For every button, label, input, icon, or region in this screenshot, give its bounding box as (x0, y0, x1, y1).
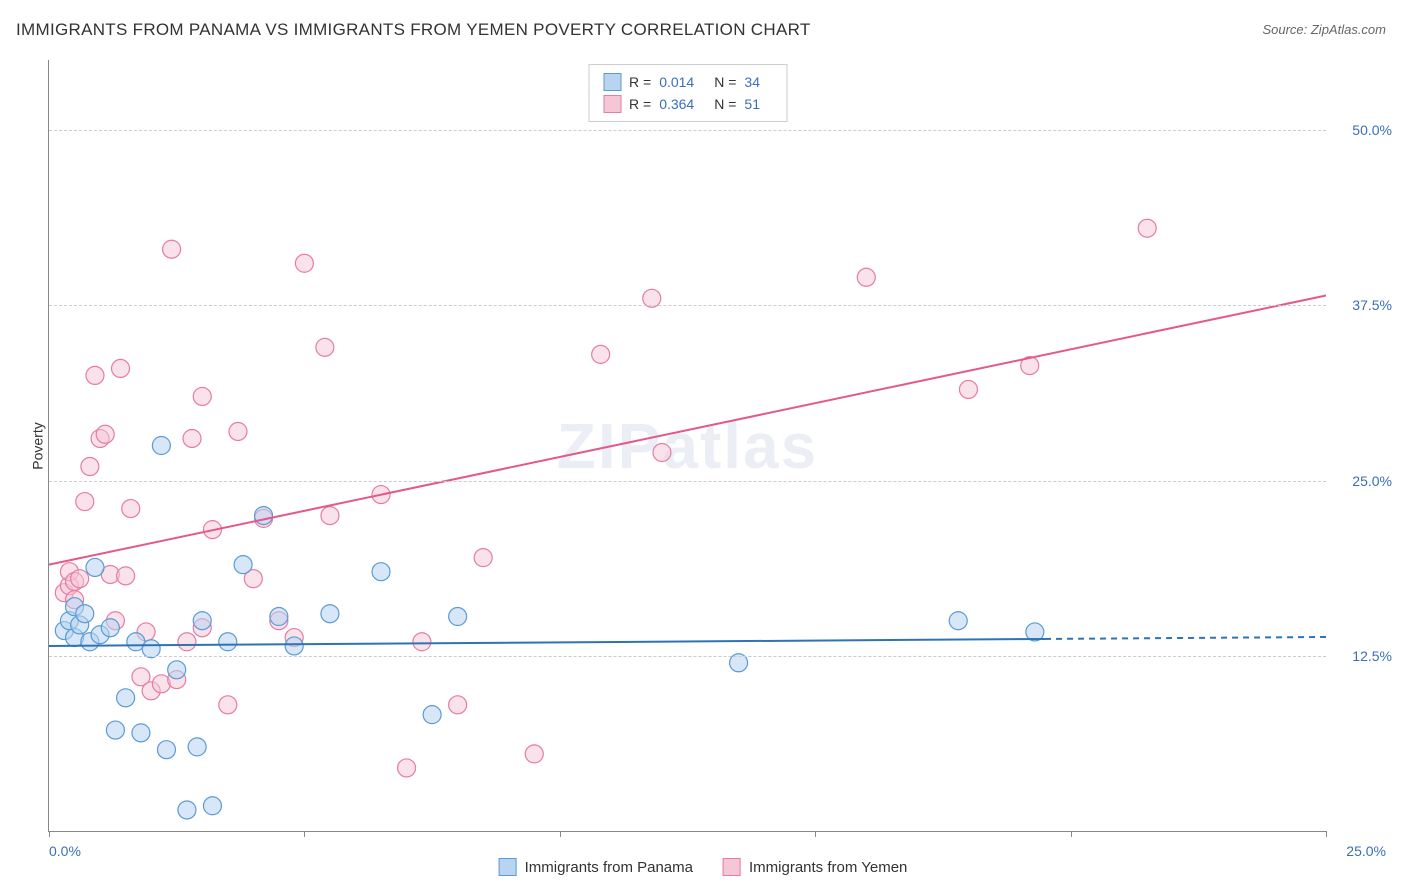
data-point (372, 563, 390, 581)
data-point (474, 549, 492, 567)
x-tick (1326, 831, 1327, 837)
legend-label-panama: Immigrants from Panama (525, 859, 693, 876)
data-point (101, 619, 119, 637)
y-tick-label: 50.0% (1352, 122, 1392, 138)
legend-item-panama: Immigrants from Panama (499, 858, 693, 876)
chart-title: IMMIGRANTS FROM PANAMA VS IMMIGRANTS FRO… (16, 20, 811, 40)
x-tick (1071, 831, 1072, 837)
n-label-panama: N = (714, 74, 736, 90)
data-point (96, 425, 114, 443)
scatter-plot-svg (49, 60, 1326, 831)
data-point (449, 696, 467, 714)
data-point (857, 268, 875, 286)
data-point (193, 387, 211, 405)
x-tick (560, 831, 561, 837)
data-point (653, 444, 671, 462)
r-label-panama: R = (629, 74, 651, 90)
data-point (178, 801, 196, 819)
r-value-yemen: 0.364 (659, 96, 694, 112)
n-value-panama: 34 (744, 74, 760, 90)
source-attribution: Source: ZipAtlas.com (1262, 22, 1386, 37)
data-point (132, 724, 150, 742)
data-point (76, 493, 94, 511)
r-label-yemen: R = (629, 96, 651, 112)
data-point (117, 689, 135, 707)
swatch-yemen (603, 95, 621, 113)
data-point (178, 633, 196, 651)
stats-row-yemen: R = 0.364 N = 51 (603, 93, 772, 115)
trendline (49, 639, 1045, 646)
data-point (316, 338, 334, 356)
data-point (449, 608, 467, 626)
data-point (168, 661, 186, 679)
data-point (321, 605, 339, 623)
data-point (255, 507, 273, 525)
data-point (152, 437, 170, 455)
x-tick (815, 831, 816, 837)
gridline (49, 130, 1326, 131)
series-legend: Immigrants from Panama Immigrants from Y… (499, 858, 908, 876)
data-point (321, 507, 339, 525)
data-point (76, 605, 94, 623)
data-point (122, 500, 140, 518)
legend-swatch-panama (499, 858, 517, 876)
gridline (49, 656, 1326, 657)
x-tick-label: 25.0% (1346, 843, 1386, 859)
y-axis-label: Poverty (30, 422, 46, 469)
y-tick-label: 12.5% (1352, 648, 1392, 664)
data-point (81, 458, 99, 476)
y-tick-label: 25.0% (1352, 473, 1392, 489)
n-label-yemen: N = (714, 96, 736, 112)
n-value-yemen: 51 (744, 96, 760, 112)
data-point (183, 429, 201, 447)
x-tick (304, 831, 305, 837)
gridline (49, 481, 1326, 482)
data-point (949, 612, 967, 630)
data-point (219, 696, 237, 714)
data-point (86, 558, 104, 576)
chart-plot-area: ZIPatlas R = 0.014 N = 34 R = 0.364 N = … (48, 60, 1326, 832)
data-point (234, 556, 252, 574)
data-point (112, 359, 130, 377)
gridline (49, 305, 1326, 306)
data-point (188, 738, 206, 756)
y-tick-label: 37.5% (1352, 297, 1392, 313)
r-value-panama: 0.014 (659, 74, 694, 90)
data-point (229, 422, 247, 440)
data-point (525, 745, 543, 763)
correlation-stats-box: R = 0.014 N = 34 R = 0.364 N = 51 (588, 64, 787, 122)
legend-item-yemen: Immigrants from Yemen (723, 858, 907, 876)
data-point (106, 721, 124, 739)
data-point (1138, 219, 1156, 237)
data-point (163, 240, 181, 258)
source-label: Source: (1262, 22, 1310, 37)
x-tick-label: 0.0% (49, 843, 81, 859)
data-point (398, 759, 416, 777)
data-point (295, 254, 313, 272)
legend-swatch-yemen (723, 858, 741, 876)
source-value: ZipAtlas.com (1311, 22, 1386, 37)
data-point (592, 345, 610, 363)
x-tick (49, 831, 50, 837)
data-point (157, 741, 175, 759)
stats-row-panama: R = 0.014 N = 34 (603, 71, 772, 93)
data-point (219, 633, 237, 651)
data-point (193, 612, 211, 630)
trendline (1045, 637, 1326, 639)
data-point (117, 567, 135, 585)
data-point (270, 608, 288, 626)
data-point (71, 570, 89, 588)
data-point (959, 380, 977, 398)
data-point (203, 797, 221, 815)
data-point (86, 366, 104, 384)
data-point (285, 637, 303, 655)
swatch-panama (603, 73, 621, 91)
legend-label-yemen: Immigrants from Yemen (749, 859, 907, 876)
data-point (423, 706, 441, 724)
data-point (413, 633, 431, 651)
